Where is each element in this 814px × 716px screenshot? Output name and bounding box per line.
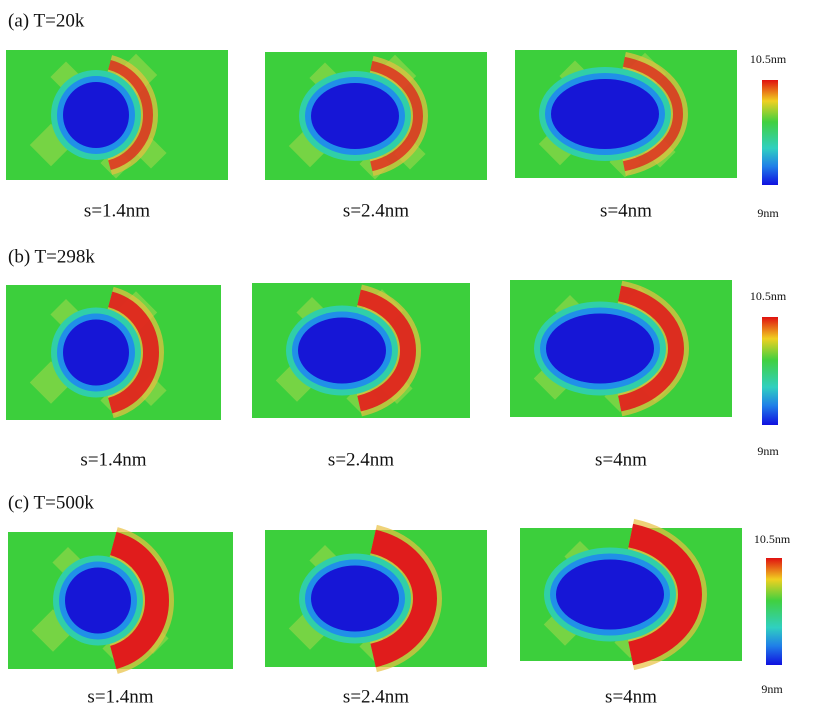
panel-label: (c) T=500k bbox=[8, 492, 94, 513]
colorbar-max: 10.5nm bbox=[754, 532, 791, 546]
colorbar bbox=[762, 80, 778, 185]
simulation-image bbox=[6, 285, 221, 420]
simulation-image bbox=[6, 50, 228, 180]
colorbar-max: 10.5nm bbox=[750, 52, 787, 66]
panel-caption: s=2.4nm bbox=[328, 449, 394, 470]
void bbox=[65, 568, 131, 634]
void bbox=[546, 314, 654, 384]
panel-caption: s=1.4nm bbox=[84, 200, 150, 221]
colorbar-max: 10.5nm bbox=[750, 289, 787, 303]
void bbox=[311, 83, 399, 149]
panel-caption: s=4nm bbox=[595, 449, 647, 470]
simulation-image bbox=[252, 283, 470, 418]
figure: (a) T=20k s=1.4nm s=2.4nm s=4nm 10.5nm 9nm (b)… bbox=[0, 0, 814, 716]
colorbar bbox=[766, 558, 782, 665]
void bbox=[298, 318, 386, 384]
void bbox=[556, 560, 664, 630]
void bbox=[63, 320, 129, 386]
colorbar bbox=[762, 317, 778, 425]
simulation-image bbox=[265, 530, 487, 667]
panel-label: (a) T=20k bbox=[8, 10, 85, 31]
panel-label: (b) T=298k bbox=[8, 246, 95, 267]
panel-caption: s=1.4nm bbox=[80, 449, 146, 470]
simulation-image bbox=[510, 280, 732, 417]
panel-caption: s=4nm bbox=[605, 686, 657, 707]
void bbox=[311, 566, 399, 632]
colorbar-min: 9nm bbox=[761, 682, 783, 696]
panel-caption: s=2.4nm bbox=[343, 200, 409, 221]
simulation-image bbox=[265, 52, 487, 180]
colorbar-min: 9nm bbox=[757, 444, 779, 458]
void bbox=[63, 82, 129, 148]
simulation-image bbox=[8, 532, 233, 669]
panel-caption: s=2.4nm bbox=[343, 686, 409, 707]
colorbar-min: 9nm bbox=[757, 206, 779, 220]
void bbox=[551, 79, 659, 149]
panel-caption: s=4nm bbox=[600, 200, 652, 221]
panel-caption: s=1.4nm bbox=[87, 686, 153, 707]
simulation-image bbox=[515, 50, 737, 178]
simulation-image bbox=[520, 528, 742, 661]
